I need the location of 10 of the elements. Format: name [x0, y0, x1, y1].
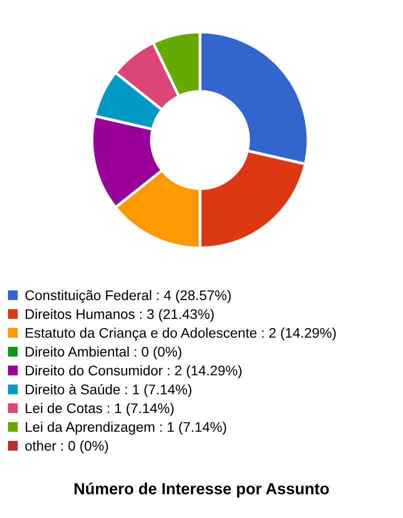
- legend-label: Constituição Federal : 4 (28.57%): [25, 290, 231, 304]
- legend-label: Direitos Humanos : 3 (21.43%): [26, 308, 214, 322]
- legend-label: Lei da Aprendizagem : 1 (7.14%): [26, 422, 226, 435]
- legend-label: Direito Ambiental : 0 (0%): [26, 346, 182, 360]
- text: Número de Interesse por Assunto: [74, 482, 329, 498]
- legend-label: Lei de Cotas : 1 (7.14%): [26, 402, 174, 416]
- legend-label: other : 0 (0%): [25, 440, 108, 454]
- legend-label: Direito à Saúde : 1 (7.14%): [26, 384, 192, 398]
- legend-label: Estatuto da Criança e do Adolescente : 2 (14.29%): [26, 328, 336, 341]
- legend-label: Direito do Consumidor : 2 (14.29%): [26, 365, 242, 378]
